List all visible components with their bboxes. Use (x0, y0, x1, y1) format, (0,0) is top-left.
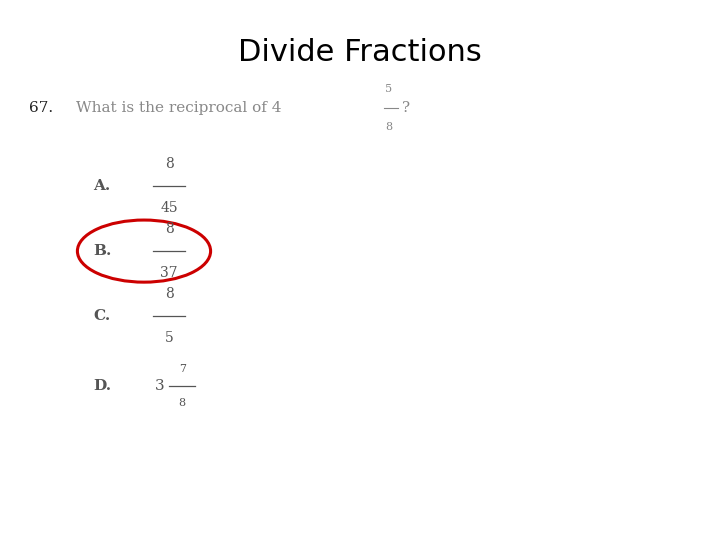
Text: 8: 8 (165, 222, 174, 236)
Text: 45: 45 (161, 201, 178, 215)
Text: ?: ? (402, 101, 410, 115)
Text: 5: 5 (165, 331, 174, 345)
Text: 7: 7 (179, 364, 186, 374)
Text: C.: C. (94, 309, 111, 323)
Text: B.: B. (94, 244, 112, 258)
Text: 8: 8 (165, 157, 174, 171)
Text: 3: 3 (155, 379, 164, 393)
Text: Divide Fractions: Divide Fractions (238, 38, 482, 67)
Text: D.: D. (94, 379, 112, 393)
Text: 8: 8 (385, 122, 392, 132)
Text: What is the reciprocal of 4: What is the reciprocal of 4 (76, 101, 281, 115)
Text: 8: 8 (165, 287, 174, 301)
Text: 67.: 67. (29, 101, 53, 115)
Text: 8: 8 (179, 398, 186, 408)
Text: 5: 5 (385, 84, 392, 94)
Text: 37: 37 (161, 266, 178, 280)
Text: A.: A. (94, 179, 111, 193)
